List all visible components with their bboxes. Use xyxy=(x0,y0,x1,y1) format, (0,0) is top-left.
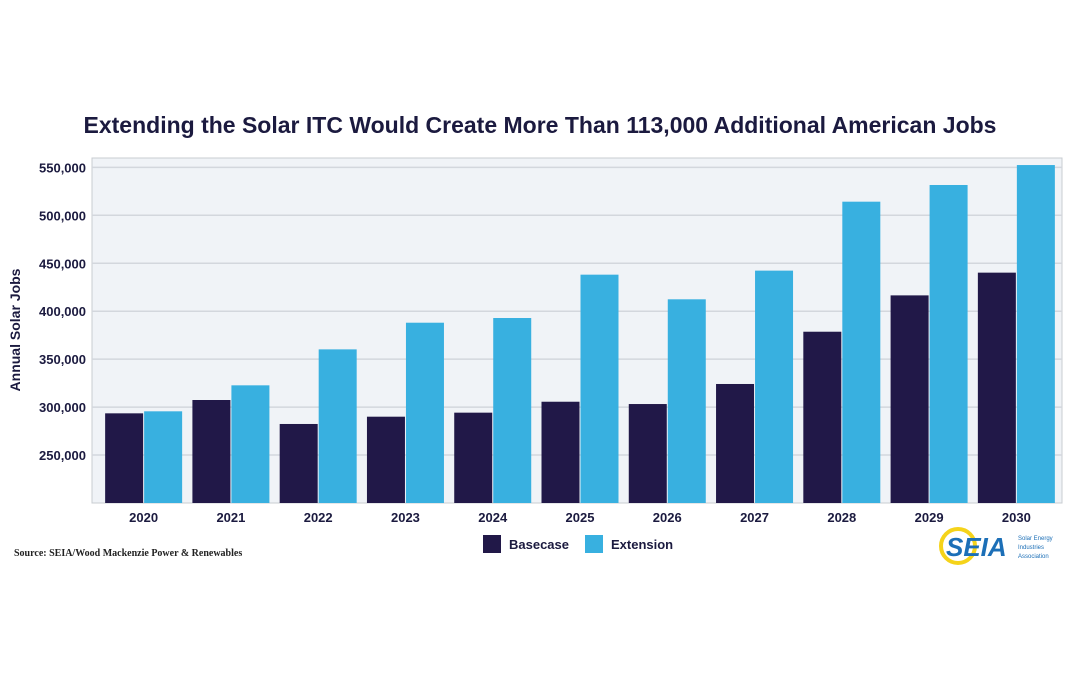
legend-label-basecase: Basecase xyxy=(509,536,569,552)
x-tick-label: 2021 xyxy=(216,510,245,525)
bar-chart: 250,000 300,000 350,000 400,000 450,000 500,0… xyxy=(7,157,1063,525)
x-tick-label: 2022 xyxy=(304,510,333,525)
bar-extension-2020 xyxy=(144,411,183,503)
legend-label-extension: Extension xyxy=(611,536,674,552)
x-tick-label: 2020 xyxy=(129,510,158,525)
y-tick-label: 300,000 xyxy=(39,400,86,415)
bar-extension-2025 xyxy=(580,274,619,503)
bar-basecase-2020 xyxy=(105,413,144,503)
svg-text:Solar Energy: Solar Energy xyxy=(1018,536,1053,542)
bar-basecase-2028 xyxy=(803,331,842,503)
y-tick-label: 250,000 xyxy=(39,448,86,463)
y-axis-label: Annual Solar Jobs xyxy=(7,268,23,391)
bar-extension-2028 xyxy=(842,201,881,504)
bar-basecase-2029 xyxy=(890,295,929,503)
bar-basecase-2027 xyxy=(716,383,755,503)
source-note: Source: SEIA/Wood Mackenzie Power & Rene… xyxy=(14,548,243,559)
legend-item-basecase: Basecase xyxy=(483,535,569,553)
legend-swatch-basecase xyxy=(483,535,501,553)
legend-swatch-extension xyxy=(585,535,603,553)
bar-basecase-2025 xyxy=(541,401,580,503)
bar-basecase-2023 xyxy=(366,416,405,503)
bar-extension-2027 xyxy=(755,270,794,503)
x-tick-label: 2024 xyxy=(478,510,508,525)
y-tick-label: 450,000 xyxy=(39,256,86,271)
bar-extension-2023 xyxy=(405,322,444,503)
svg-text:Industries: Industries xyxy=(1018,545,1044,551)
svg-text:Association: Association xyxy=(1018,554,1049,560)
y-tick-label: 350,000 xyxy=(39,352,86,367)
x-tick-label: 2023 xyxy=(391,510,420,525)
legend-item-extension: Extension xyxy=(585,535,673,553)
svg-text:SEIA: SEIA xyxy=(946,532,1007,562)
chart-title: Extending the Solar ITC Would Create Mor… xyxy=(83,112,997,138)
y-tick-label: 400,000 xyxy=(39,304,86,319)
bar-extension-2024 xyxy=(493,318,532,503)
bar-extension-2026 xyxy=(667,299,706,503)
x-tick-label: 2026 xyxy=(653,510,682,525)
bar-basecase-2024 xyxy=(454,412,493,503)
x-tick-label: 2028 xyxy=(827,510,856,525)
x-tick-label: 2030 xyxy=(1002,510,1031,525)
seia-logo: SEIA Solar Energy Industries Association xyxy=(939,527,1053,565)
x-tick-label: 2029 xyxy=(915,510,944,525)
bar-basecase-2030 xyxy=(977,272,1016,503)
bar-extension-2022 xyxy=(318,349,357,503)
bar-extension-2021 xyxy=(231,385,270,503)
bar-basecase-2026 xyxy=(628,404,667,503)
bar-basecase-2021 xyxy=(192,400,231,503)
y-tick-label: 550,000 xyxy=(39,160,86,175)
y-tick-label: 500,000 xyxy=(39,208,86,223)
bar-basecase-2022 xyxy=(279,423,318,503)
bar-extension-2030 xyxy=(1016,165,1055,503)
x-tick-label: 2027 xyxy=(740,510,769,525)
bar-extension-2029 xyxy=(929,184,968,503)
x-tick-label: 2025 xyxy=(566,510,595,525)
legend: Basecase Extension xyxy=(483,535,673,553)
